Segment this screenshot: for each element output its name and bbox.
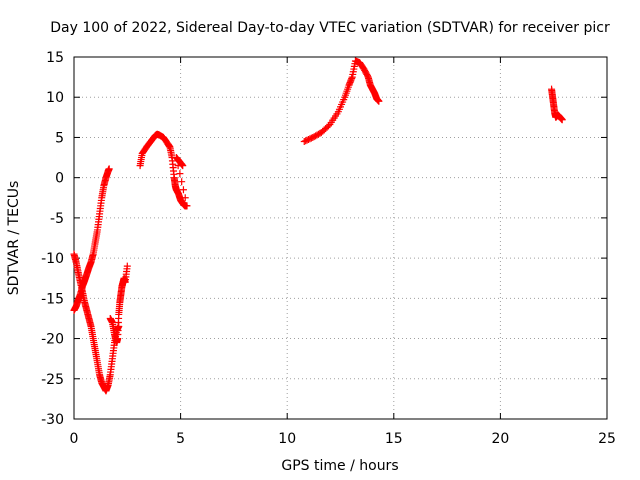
chart-title: Day 100 of 2022, Sidereal Day-to-day VTE… xyxy=(50,20,610,36)
x-tick-label: 25 xyxy=(598,431,616,447)
data-point xyxy=(178,178,186,186)
series-pass-1-ascending xyxy=(70,165,113,314)
axis-ticks: 0 5 10 15 20 25 -30 -25 -20 -15 -10 -5 0 5 10 15 xyxy=(41,50,616,447)
series-pass-4 xyxy=(548,85,566,124)
data-points xyxy=(70,57,566,395)
data-point xyxy=(375,97,383,105)
x-tick-label: 5 xyxy=(176,431,185,447)
series-pass-3 xyxy=(300,57,383,145)
series-pass-1-tail xyxy=(106,262,131,347)
series-pass-2 xyxy=(136,130,191,210)
y-tick-label: -5 xyxy=(50,211,64,227)
plot-frame xyxy=(73,56,608,420)
y-tick-label: 15 xyxy=(46,50,64,66)
data-point xyxy=(179,162,187,170)
y-tick-label: -15 xyxy=(41,291,64,307)
y-tick-label: -30 xyxy=(41,412,64,428)
data-point xyxy=(183,202,191,210)
data-point xyxy=(123,262,131,270)
y-tick-label: -25 xyxy=(41,372,64,388)
x-tick-label: 20 xyxy=(491,431,509,447)
y-tick-label: 10 xyxy=(46,90,64,106)
y-axis-label: SDTVAR / TECUs xyxy=(6,181,22,296)
y-tick-label: -20 xyxy=(41,332,64,348)
data-point xyxy=(558,116,566,124)
y-tick-label: 5 xyxy=(55,130,64,146)
x-tick-label: 0 xyxy=(70,431,79,447)
grid-lines xyxy=(74,57,607,419)
data-point xyxy=(179,186,187,194)
x-axis-label: GPS time / hours xyxy=(281,458,398,474)
data-point xyxy=(105,165,113,173)
x-tick-label: 15 xyxy=(385,431,403,447)
y-tick-label: -10 xyxy=(41,251,64,267)
x-tick-label: 10 xyxy=(278,431,296,447)
y-tick-label: 0 xyxy=(55,171,64,187)
data-point xyxy=(176,170,184,178)
data-point xyxy=(181,194,189,202)
